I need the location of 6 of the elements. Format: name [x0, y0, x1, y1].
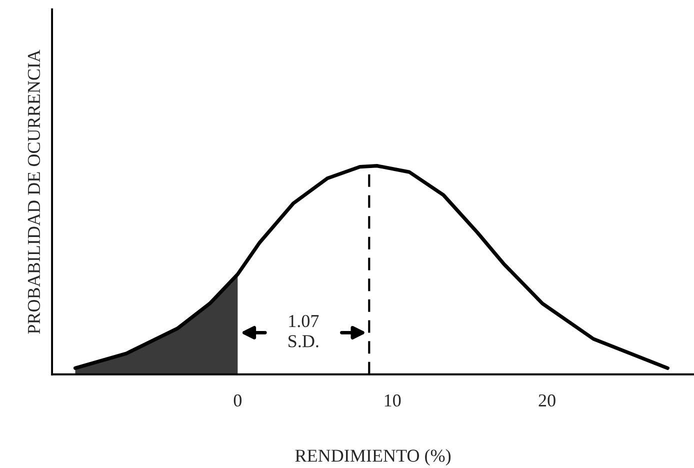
annotation: 1.07 S.D. — [288, 314, 319, 348]
x-tick-label: 10 — [384, 394, 401, 407]
x-axis-title: RENDIMIENTO (%) — [295, 449, 451, 466]
x-tick-label: 0 — [234, 394, 242, 407]
x-tick-label: 20 — [538, 394, 556, 407]
y-axis-title: PROBABILIDAD DE OCURRENCIA — [28, 50, 40, 334]
